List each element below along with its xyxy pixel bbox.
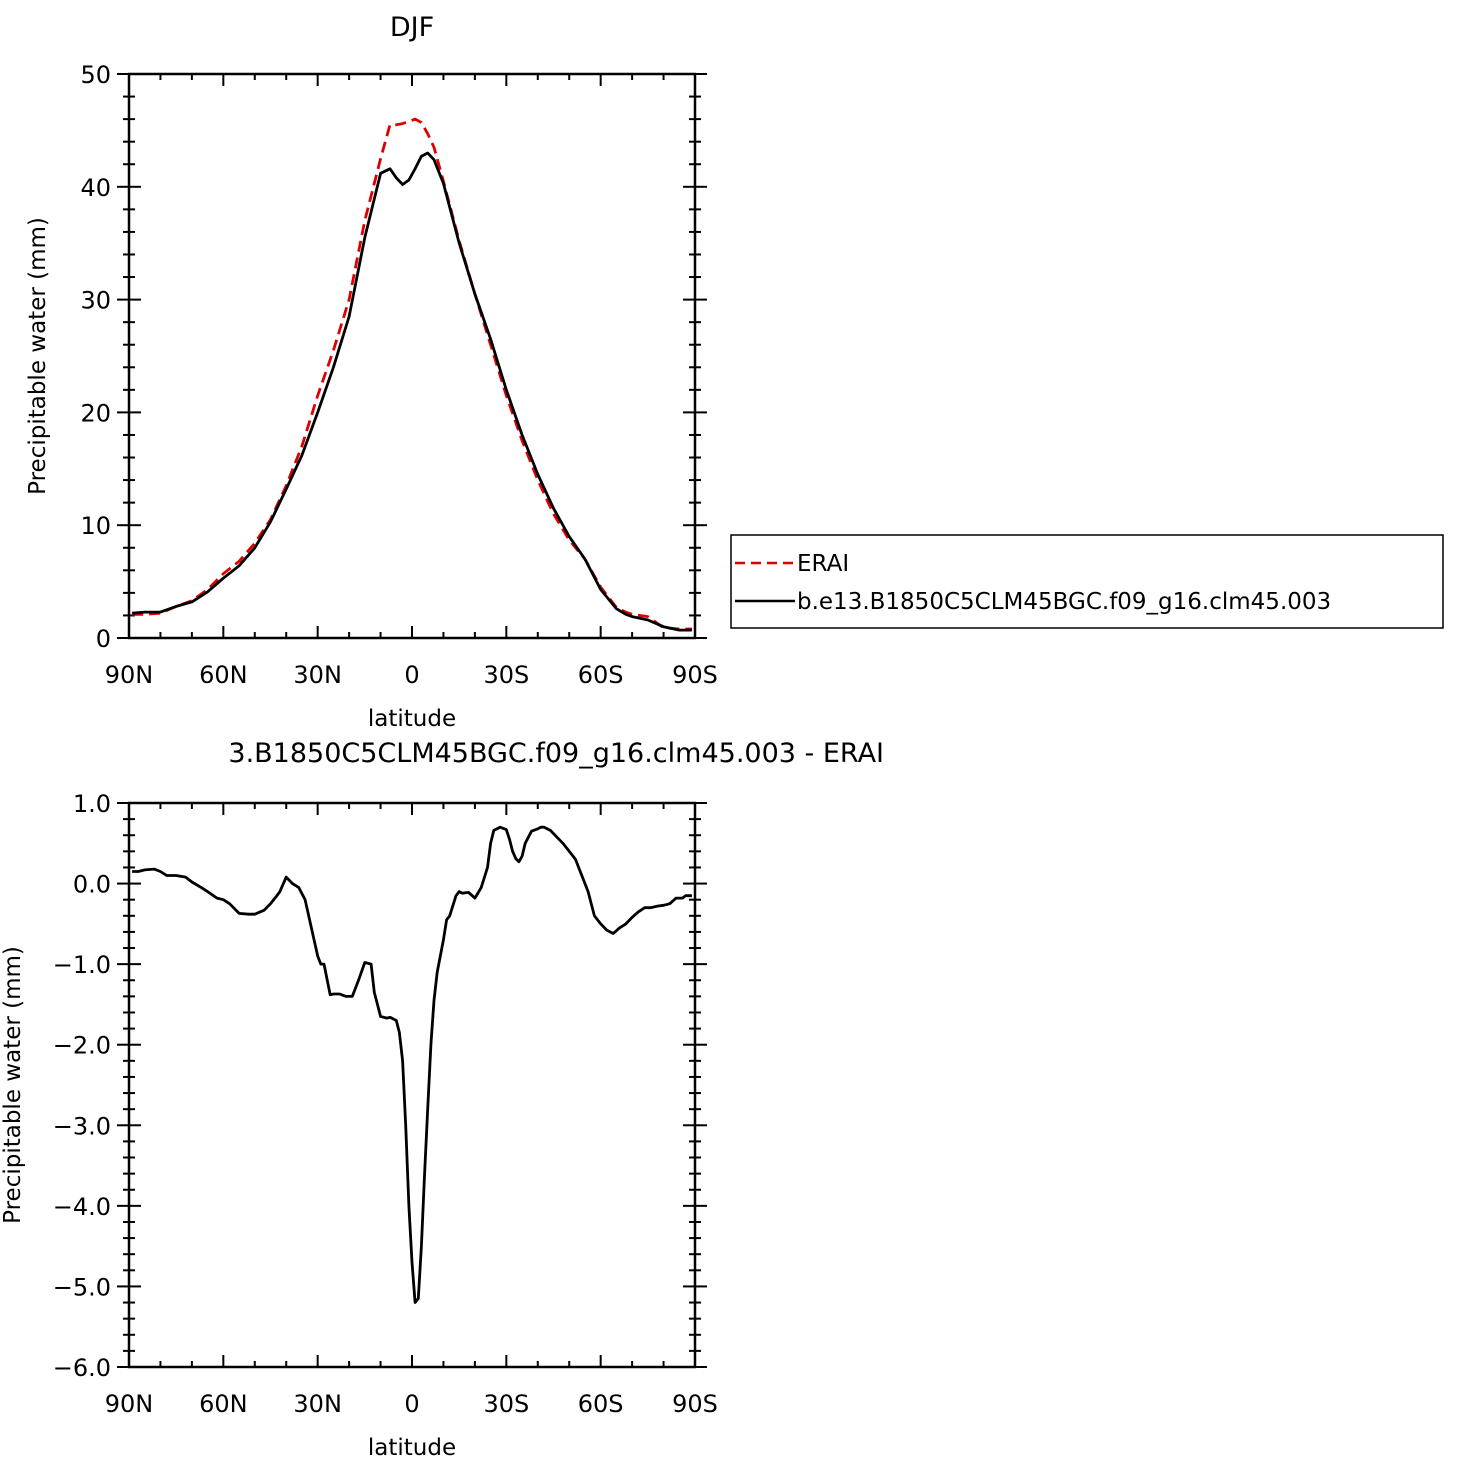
- top-x-tick-label: 0: [404, 661, 419, 689]
- bottom-x-tick-label: 90N: [105, 1390, 154, 1418]
- top-x-tick-label: 30S: [483, 661, 529, 689]
- top-axis-ticks: [117, 73, 707, 639]
- bottom-plot-frame: [127, 801, 697, 1369]
- bottom-tick-labels: 90N 60N 30N 0 30S 60S 90S 1.0 0.0 −1.0 −2.0 −3.0 −4.…: [53, 790, 718, 1418]
- bottom-x-tick-label: 30S: [483, 1390, 529, 1418]
- bottom-y-tick-label: −1.0: [53, 951, 111, 979]
- legend-entry-erai: ERAI: [797, 551, 849, 577]
- top-y-tick-label: 30: [80, 287, 111, 315]
- top-series-lines: [131, 117, 692, 632]
- top-y-tick-label: 10: [80, 512, 111, 540]
- legend-entry-model: b.e13.B1850C5CLM45BGC.f09_g16.clm45.003: [797, 589, 1331, 615]
- top-plot-frame: [127, 72, 697, 640]
- bottom-y-tick-label: −5.0: [53, 1273, 111, 1301]
- bottom-y-tick-label: −2.0: [53, 1032, 111, 1060]
- bottom-y-tick-label: 1.0: [73, 790, 111, 818]
- bottom-x-tick-label: 60S: [578, 1390, 624, 1418]
- top-x-tick-label: 30N: [293, 661, 342, 689]
- bottom-chart-title: 3.B1850C5CLM45BGC.f09_g16.clm45.003 - ER…: [228, 738, 884, 769]
- bottom-axis-ticks: [117, 802, 707, 1368]
- bottom-series-lines: [132, 825, 692, 1304]
- legend: ERAI b.e13.B1850C5CLM45BGC.f09_g16.clm45…: [730, 534, 1444, 629]
- top-series-line-1: [131, 151, 692, 632]
- bottom-y-axis-label: Precipitable water (mm): [0, 946, 26, 1224]
- top-x-tick-label: 60S: [578, 661, 624, 689]
- top-y-tick-label: 50: [80, 61, 111, 89]
- top-tick-labels: 90N 60N 30N 0 30S 60S 90S 0 10 20 30 40 50: [80, 61, 717, 689]
- top-y-tick-label: 0: [96, 625, 111, 653]
- bottom-x-tick-label: 30N: [293, 1390, 342, 1418]
- top-y-tick-label: 40: [80, 174, 111, 202]
- top-y-tick-label: 20: [80, 399, 111, 427]
- bottom-y-tick-label: 0.0: [73, 871, 111, 899]
- difference-panel: 3.B1850C5CLM45BGC.f09_g16.clm45.003 - ER…: [0, 738, 884, 1461]
- top-x-tick-label: 60N: [199, 661, 248, 689]
- bottom-x-axis-label: latitude: [368, 1435, 456, 1461]
- mean-profile-panel: DJF 90N 60N 30N 0 30S 60S 90S 0 10 20 30 40 50 latit…: [25, 12, 718, 732]
- top-chart-title: DJF: [390, 12, 434, 43]
- bottom-y-tick-label: −3.0: [53, 1112, 111, 1140]
- top-x-axis-label: latitude: [368, 706, 456, 732]
- top-y-axis-label: Precipitable water (mm): [25, 217, 51, 495]
- bottom-x-tick-label: 0: [404, 1390, 419, 1418]
- top-x-tick-label: 90N: [105, 661, 154, 689]
- top-series-line-0: [132, 117, 692, 631]
- bottom-x-tick-label: 90S: [672, 1390, 718, 1418]
- bottom-y-tick-label: −6.0: [53, 1354, 111, 1382]
- bottom-series-line-0: [132, 825, 692, 1304]
- legend-box: [730, 534, 1444, 629]
- bottom-y-tick-label: −4.0: [53, 1193, 111, 1221]
- bottom-x-tick-label: 60N: [199, 1390, 248, 1418]
- top-x-tick-label: 90S: [672, 661, 718, 689]
